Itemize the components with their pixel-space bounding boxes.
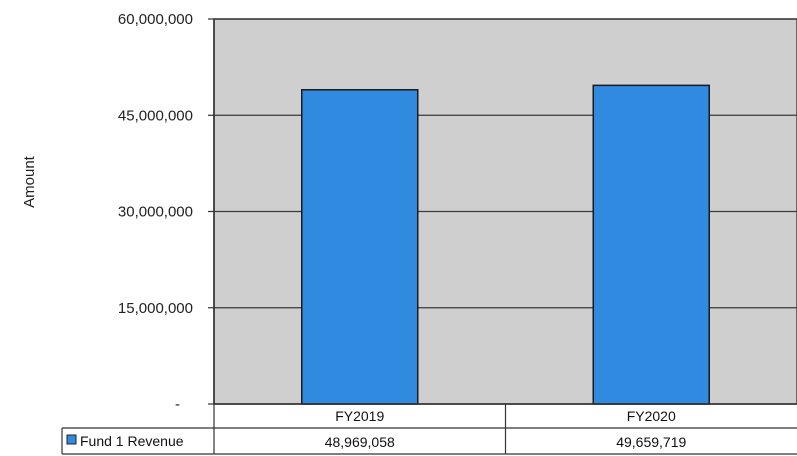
table-value-cell: 49,659,719 bbox=[616, 434, 686, 450]
x-category-label: FY2020 bbox=[627, 408, 676, 424]
x-category-label: FY2019 bbox=[335, 408, 384, 424]
bars bbox=[301, 84, 710, 405]
table-value-cell: 48,969,058 bbox=[325, 434, 395, 450]
legend-key bbox=[66, 434, 77, 445]
y-axis-title: Amount bbox=[21, 155, 38, 208]
y-tick-label: 15,000,000 bbox=[118, 300, 193, 317]
y-tick-label: - bbox=[175, 396, 180, 413]
y-axis: - 15,000,000 30,000,000 45,000,000 60,000,00… bbox=[118, 11, 215, 413]
data-table: FY2019 48,969,058 FY2020 49,659,719 Fund 1 R… bbox=[61, 403, 797, 455]
y-tick-label: 30,000,000 bbox=[118, 204, 193, 221]
y-tick-label: 60,000,000 bbox=[118, 11, 193, 28]
bar-fy2019 bbox=[301, 89, 419, 405]
series-name: Fund 1 Revenue bbox=[80, 433, 184, 449]
bar-fy2020 bbox=[592, 84, 710, 405]
y-tick-label: 45,000,000 bbox=[118, 107, 193, 124]
